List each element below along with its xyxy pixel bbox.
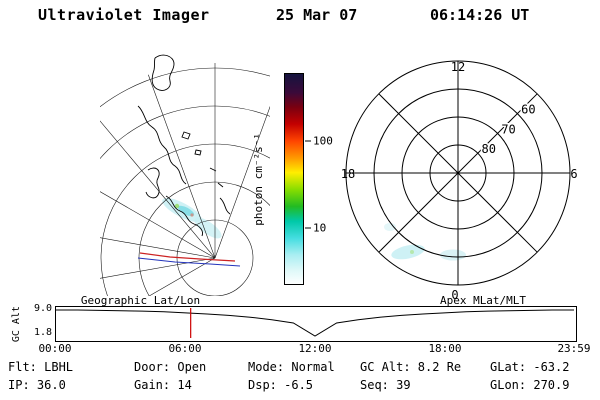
- mlt-label-top: 12: [451, 60, 465, 74]
- colorbar-ticks: 100 10: [304, 73, 347, 285]
- status-seq: Seq: 39: [360, 378, 411, 392]
- colorbar-units-label: photon cm⁻²s⁻¹: [251, 132, 265, 226]
- mlt-label-right: 6: [570, 167, 577, 181]
- coastlines: [137, 54, 231, 237]
- ytick-top: 9.0: [33, 303, 52, 314]
- app-title: Ultraviolet Imager: [38, 6, 210, 24]
- map-caption: Geographic Lat/Lon: [80, 294, 201, 307]
- timeseries-ylabel: GC Alt: [10, 305, 22, 343]
- colorbar: [284, 73, 304, 285]
- geographic-map: [100, 54, 270, 296]
- mlat-ring-label: 70: [501, 122, 515, 136]
- mlt-label-left: 18: [341, 167, 355, 181]
- xtick-1800: 18:00: [428, 342, 462, 355]
- status-gcalt: GC Alt: 8.2 Re: [360, 360, 462, 374]
- xtick-1200: 12:00: [298, 342, 332, 355]
- mlt-label-bottom: 0: [451, 288, 458, 302]
- date-display: 25 Mar 07: [276, 6, 358, 24]
- aurora-emission-polar: [384, 223, 466, 261]
- status-flt: Flt: LBHL: [8, 360, 74, 374]
- xtick-2359: 23:59: [557, 342, 591, 355]
- gc-alt-panel: [55, 306, 577, 342]
- status-mode: Mode: Normal: [248, 360, 335, 374]
- status-ip: IP: 36.0: [8, 378, 66, 392]
- status-glon: GLon: 270.9: [490, 378, 570, 392]
- colorbar-tick-label: 100: [305, 134, 333, 148]
- colorbar-tick-label: 10: [304, 221, 327, 235]
- colorbar-units: photon cm⁻²s⁻¹: [248, 73, 268, 285]
- polar-caption: Apex MLat/MLT: [439, 294, 527, 307]
- mlat-ring-label: 60: [521, 103, 535, 117]
- time-display: 06:14:26 UT: [430, 6, 530, 24]
- latlon-grid: [100, 63, 270, 296]
- xtick-0000: 00:00: [38, 342, 72, 355]
- orbit-track: [137, 252, 241, 267]
- status-gain: Gain: 14: [134, 378, 192, 392]
- xtick-0600: 06:00: [168, 342, 202, 355]
- gc-alt-curve: [56, 309, 574, 337]
- status-glat: GLat: -63.2: [490, 360, 570, 374]
- ytick-bottom: 1.8: [33, 327, 52, 338]
- timeseries-ylabel-wrap: GC Alt: [8, 303, 24, 345]
- status-dsp: Dsp: -6.5: [248, 378, 314, 392]
- status-door: Door: Open: [134, 360, 207, 374]
- mlat-ring-label: 80: [482, 142, 496, 156]
